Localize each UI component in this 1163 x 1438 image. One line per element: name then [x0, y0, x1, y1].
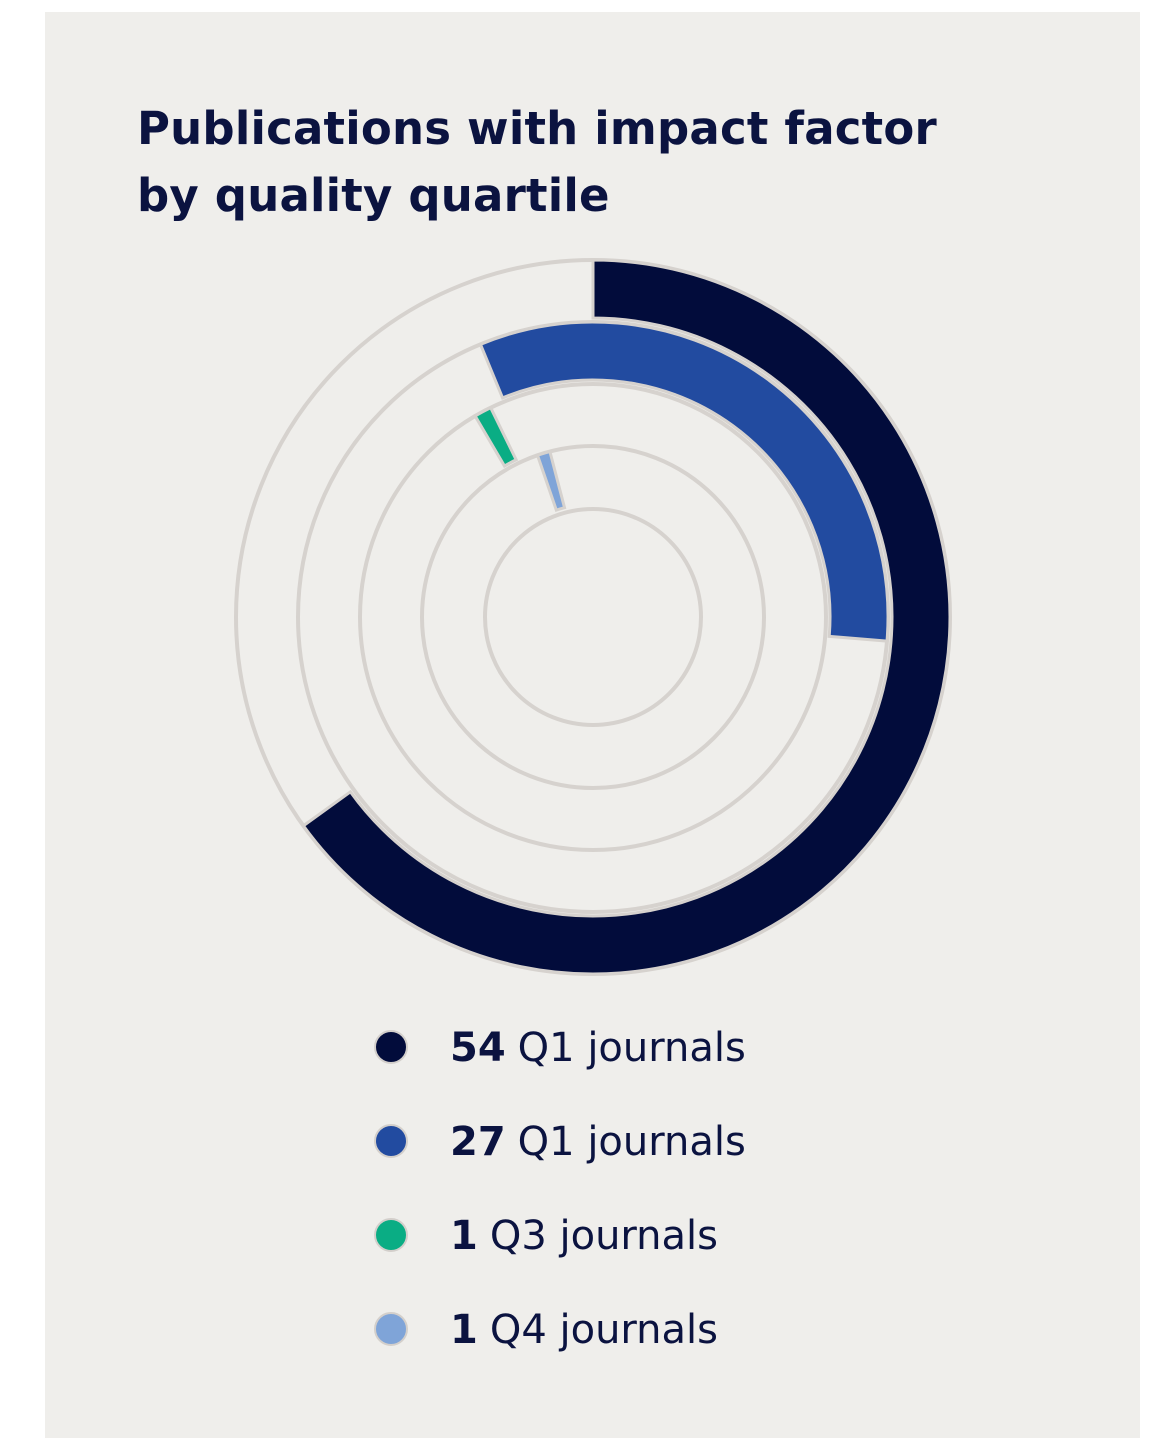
track-ring-3 — [358, 382, 828, 852]
legend-swatch-q3 — [374, 1218, 408, 1252]
legend-label: Q4 journals — [489, 1307, 718, 1353]
legend-label: Q1 journals — [517, 1025, 746, 1071]
radial-bar-1 — [301, 258, 952, 976]
radial-bar-2 — [478, 320, 890, 643]
legend-text: 27 Q1 journals — [450, 1116, 746, 1168]
legend-value: 27 — [450, 1119, 506, 1165]
legend-value: 1 — [450, 1307, 478, 1353]
legend-value: 54 — [450, 1025, 506, 1071]
legend-text: 1 Q3 journals — [450, 1210, 718, 1262]
radial-bar-4 — [535, 449, 567, 513]
chart-title-line-1: Publications with impact factor — [137, 102, 937, 155]
radial-bar-3 — [473, 405, 519, 469]
legend-text: 1 Q4 journals — [450, 1304, 718, 1356]
chart-title: Publications with impact factor by quali… — [137, 95, 1037, 229]
legend-label: Q3 journals — [489, 1213, 718, 1259]
legend-text: 54 Q1 journals — [450, 1022, 746, 1074]
track-ring-5 — [483, 507, 703, 727]
track-ring-4 — [420, 444, 766, 790]
legend-value: 1 — [450, 1213, 478, 1259]
legend-label: Q1 journals — [517, 1119, 746, 1165]
legend-swatch-q4 — [374, 1312, 408, 1346]
legend-swatch-q1-blue — [374, 1124, 408, 1158]
legend-swatch-q1-dark — [374, 1030, 408, 1064]
chart-title-line-2: by quality quartile — [137, 169, 610, 222]
